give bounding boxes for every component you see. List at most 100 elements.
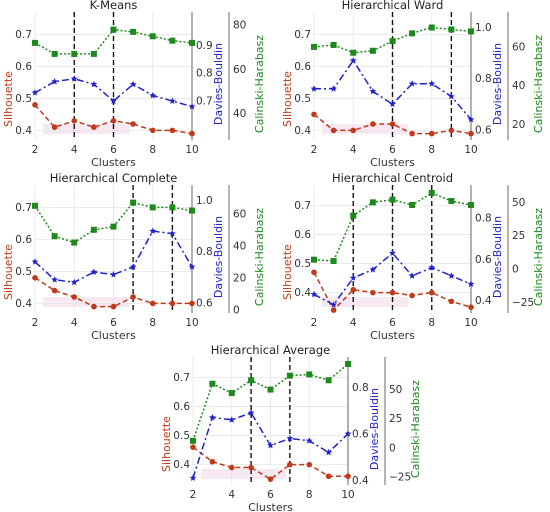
db-tick-label: 0.7	[196, 96, 213, 108]
x-tick-label: 10	[185, 144, 198, 156]
silhouette-tick-label: 0.7	[294, 29, 311, 41]
ch-point	[149, 204, 156, 211]
ch-point	[448, 198, 455, 204]
db-tick-label: 0.6	[196, 297, 213, 309]
x-tick-label: 10	[464, 144, 477, 156]
silhouette-point	[287, 461, 293, 468]
db-tick-label: 0.4	[475, 295, 492, 307]
ch-point	[369, 47, 376, 54]
ch-point	[190, 437, 196, 444]
db-tick-label: 1.0	[196, 195, 213, 207]
x-tick-label: 4	[350, 144, 357, 156]
ch-point	[428, 24, 435, 31]
db-point	[428, 264, 436, 271]
db-point	[330, 301, 337, 308]
ch-point	[350, 49, 357, 56]
ch-point	[248, 377, 255, 384]
silhouette-tick-label: 0.6	[173, 401, 190, 413]
silhouette-point	[468, 304, 474, 310]
x-tick-label: 4	[71, 144, 78, 156]
ch-tick-label: 25	[389, 413, 402, 425]
ch-point	[350, 212, 357, 219]
silhouette-point	[110, 303, 117, 310]
ch-tick-label: 0	[389, 442, 396, 454]
silhouette-point	[149, 127, 156, 134]
db-axis-label: Davies-Bouldin	[491, 43, 504, 125]
db-point	[110, 271, 117, 278]
silhouette-point	[91, 303, 97, 310]
ch-point	[345, 360, 351, 367]
series-line-silhouette	[192, 446, 348, 481]
series-line-davies-bouldin	[34, 78, 193, 108]
ch-tick-label: 60	[512, 41, 525, 53]
silhouette-point	[350, 127, 357, 134]
db-point	[286, 434, 294, 442]
silhouette-point	[345, 473, 351, 480]
db-tick-label: 0.6	[475, 124, 492, 136]
ch-point	[448, 26, 455, 33]
ch-point	[130, 199, 137, 206]
ch-tick-label: 0	[233, 304, 240, 316]
silhouette-axis-label: Silhouette	[160, 416, 173, 472]
silhouette-point	[330, 307, 337, 313]
x-tick-label: 2	[311, 144, 318, 156]
silhouette-point	[189, 130, 195, 137]
silhouette-point	[71, 294, 78, 300]
silhouette-tick-label: 0.4	[15, 125, 32, 137]
silhouette-tick-label: 0.5	[173, 430, 190, 442]
db-point	[189, 474, 197, 481]
db-point	[31, 258, 39, 265]
silhouette-point	[190, 444, 196, 450]
db-axis-label: Davies-Bouldin	[212, 216, 225, 298]
db-point	[467, 115, 475, 123]
silhouette-tick-label: 0.4	[294, 287, 311, 299]
x-tick-label: 10	[464, 317, 477, 329]
ch-axis-label: Calinski-Harabasz	[409, 380, 422, 478]
silhouette-axis-label: Silhouette	[2, 71, 15, 127]
chart-panel: Hierarchical Ward 2 4 6 8 10 Clusters 0.4 0.5 0.6…	[281, 0, 545, 169]
ch-point	[169, 37, 176, 44]
silhouette-tick-label: 0.5	[15, 266, 32, 278]
db-point	[51, 276, 58, 283]
ch-point	[468, 202, 474, 208]
db-point	[448, 92, 455, 100]
db-point	[448, 272, 455, 279]
series-line-silhouette	[313, 271, 472, 312]
ch-tick-label: 40	[233, 240, 246, 252]
x-axis-label: Clusters	[91, 156, 136, 169]
db-point	[325, 448, 332, 456]
silhouette-point	[330, 127, 337, 134]
db-point	[31, 89, 39, 96]
ch-point	[32, 202, 38, 209]
ch-point	[409, 202, 416, 208]
ch-point	[228, 390, 235, 397]
ch-point	[71, 239, 78, 246]
silhouette-axis-label: Silhouette	[281, 71, 294, 127]
x-tick-label: 10	[341, 489, 354, 501]
ch-point	[189, 39, 195, 46]
db-point	[389, 100, 396, 108]
x-tick-label: 6	[110, 317, 117, 329]
silhouette-tick-label: 0.4	[294, 125, 311, 137]
db-point	[349, 57, 357, 64]
db-point	[330, 85, 337, 92]
db-point	[90, 80, 98, 88]
ch-axis-label: Calinski-Harabasz	[532, 208, 545, 306]
silhouette-tick-label: 0.6	[294, 229, 311, 241]
panel-title: K-Means	[90, 0, 138, 12]
ch-point	[311, 256, 317, 263]
db-tick-label: 0.6	[475, 254, 492, 266]
db-point	[305, 437, 313, 444]
db-tick-label: 0.8	[352, 382, 369, 394]
panel-title: Hierarchical Complete	[50, 171, 178, 185]
db-point	[70, 278, 78, 286]
panel-title: Hierarchical Centroid	[332, 171, 453, 185]
ch-tick-label: −25	[389, 471, 411, 483]
db-point	[209, 413, 216, 421]
silhouette-axis-label: Silhouette	[2, 244, 15, 300]
ch-point	[369, 199, 376, 206]
series-line-davies-bouldin	[34, 230, 193, 284]
x-axis-label: Clusters	[248, 501, 293, 512]
silhouette-point	[149, 300, 156, 307]
ch-point	[189, 207, 195, 214]
